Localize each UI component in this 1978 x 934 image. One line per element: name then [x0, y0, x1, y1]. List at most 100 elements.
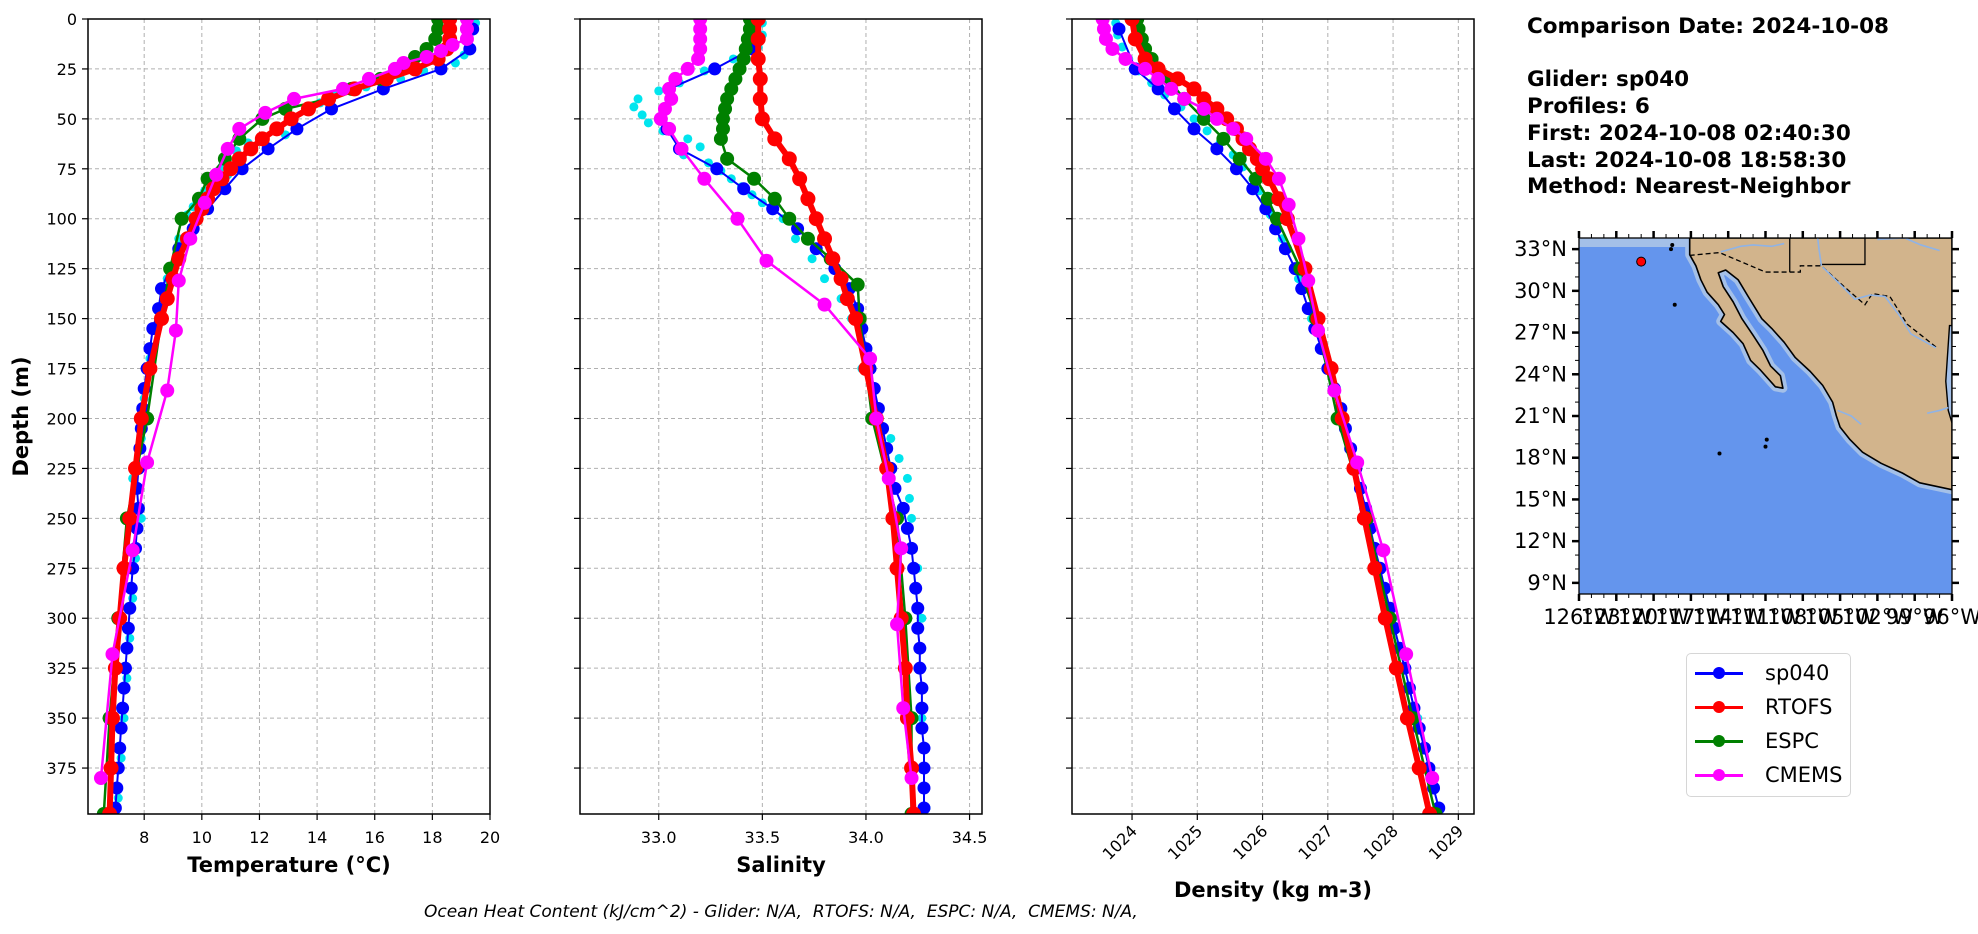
series-cmems	[653, 19, 919, 786]
data-point-cmems	[691, 51, 706, 66]
data-point-espc	[850, 277, 865, 292]
series-espc	[713, 19, 919, 814]
interpolation-method: Method: Nearest-Neighbor	[1527, 174, 1851, 200]
data-point-rtofs	[1127, 31, 1143, 47]
data-point-rtofs	[848, 311, 864, 327]
x-axis-label: Density (kg m-3)	[1174, 878, 1372, 902]
glider-raw-point	[643, 118, 653, 128]
legend-line-sp040	[1695, 666, 1743, 679]
axes-frame	[87, 18, 491, 815]
density-panel: 1024 1025 1026 1027 1028 1029 Density (kg m-3)	[1066, 18, 1475, 902]
data-point-sp040	[907, 561, 921, 575]
data-point-cmems	[653, 111, 668, 126]
data-point-cmems	[105, 647, 120, 662]
data-point-cmems	[662, 121, 677, 136]
data-point-rtofs	[906, 806, 922, 814]
plot-area	[1095, 19, 1446, 814]
data-point-rtofs	[750, 51, 766, 67]
data-point-cmems	[93, 771, 108, 786]
x-tick-label: 10	[192, 828, 212, 847]
data-point-cmems	[1258, 151, 1273, 166]
glider-name: Glider: sp040	[1527, 67, 1690, 93]
island	[1717, 451, 1722, 456]
data-point-sp040	[917, 741, 931, 755]
data-point-cmems	[197, 195, 212, 210]
glider-raw-point	[695, 142, 705, 152]
data-point-rtofs	[1186, 81, 1202, 97]
data-point-sp040	[1112, 22, 1126, 36]
x-tick-label: 8	[139, 828, 149, 847]
glider-raw-point	[637, 110, 647, 120]
data-point-rtofs	[750, 19, 766, 27]
data-point-cmems	[419, 49, 434, 64]
data-point-sp040	[913, 641, 927, 655]
data-point-rtofs	[1261, 171, 1277, 187]
glider-raw-point	[791, 234, 801, 244]
data-point-rtofs	[1124, 19, 1140, 27]
island	[1672, 302, 1677, 307]
data-point-rtofs	[159, 291, 175, 307]
x-tick-label: 14	[307, 828, 327, 847]
data-point-cmems	[1138, 61, 1153, 76]
data-point-rtofs	[885, 510, 901, 526]
series-line-espc	[102, 19, 440, 814]
data-point-sp040	[110, 781, 124, 795]
data-point-cmems	[693, 31, 708, 46]
data-point-cmems	[730, 211, 745, 226]
x-tick-label: 1025	[1164, 821, 1206, 863]
data-point-rtofs	[750, 31, 766, 47]
data-point-cmems	[693, 21, 708, 36]
data-point-rtofs	[1367, 560, 1383, 576]
data-point-cmems	[1118, 51, 1133, 66]
data-point-cmems	[664, 91, 679, 106]
data-point-cmems	[1226, 121, 1241, 136]
data-point-espc	[782, 211, 797, 226]
x-tick-label: 34.0	[848, 828, 884, 847]
data-point-cmems	[387, 61, 402, 76]
data-point-rtofs	[1388, 660, 1404, 676]
data-point-espc	[713, 131, 728, 146]
glider-raw-point	[633, 94, 643, 104]
last-profile-time: Last: 2024-10-08 18:58:30	[1527, 147, 1847, 173]
data-point-sp040	[896, 501, 910, 515]
series-cmems	[93, 19, 474, 786]
axes-frame	[1071, 18, 1475, 815]
data-point-cmems	[459, 31, 474, 46]
series-rtofs	[1124, 19, 1438, 814]
data-point-cmems	[140, 455, 155, 470]
data-point-cmems	[668, 71, 683, 86]
data-point-sp040	[915, 681, 929, 695]
lat-tick-label: 9°N	[1527, 571, 1567, 595]
x-tick-label: 33.0	[641, 828, 677, 847]
data-point-rtofs	[300, 101, 316, 117]
data-point-cmems	[890, 617, 905, 632]
data-point-cmems	[336, 81, 351, 96]
data-point-rtofs	[122, 510, 138, 526]
data-point-cmems	[1301, 273, 1316, 288]
data-point-cmems	[869, 411, 884, 426]
data-point-rtofs	[269, 121, 285, 137]
data-point-sp040	[911, 601, 925, 615]
river	[1816, 238, 1823, 266]
data-point-rtofs	[321, 91, 337, 107]
legend-item-espc: ESPC	[1695, 726, 1819, 756]
x-tick-label: 18	[422, 828, 442, 847]
y-tick-label: 25	[57, 60, 77, 79]
river	[1720, 242, 1785, 253]
lon-tick-label: 120°W	[1618, 605, 1690, 629]
data-point-sp040	[915, 701, 929, 715]
data-point-cmems	[1196, 101, 1211, 116]
data-point-cmems	[1239, 131, 1254, 146]
glider-raw-point	[1202, 126, 1212, 136]
lon-tick-label: 126°W	[1543, 605, 1615, 629]
data-point-cmems	[863, 351, 878, 366]
data-point-cmems	[680, 61, 695, 76]
data-point-rtofs	[103, 760, 119, 776]
y-axis-label: Depth (m)	[9, 356, 33, 476]
series-rtofs	[750, 19, 922, 814]
data-point-sp040	[905, 541, 919, 555]
legend-item-rtofs: RTOFS	[1695, 692, 1832, 722]
glider-raw-point	[683, 134, 693, 144]
data-point-cmems	[674, 141, 689, 156]
lat-tick-label: 33°N	[1514, 237, 1567, 261]
